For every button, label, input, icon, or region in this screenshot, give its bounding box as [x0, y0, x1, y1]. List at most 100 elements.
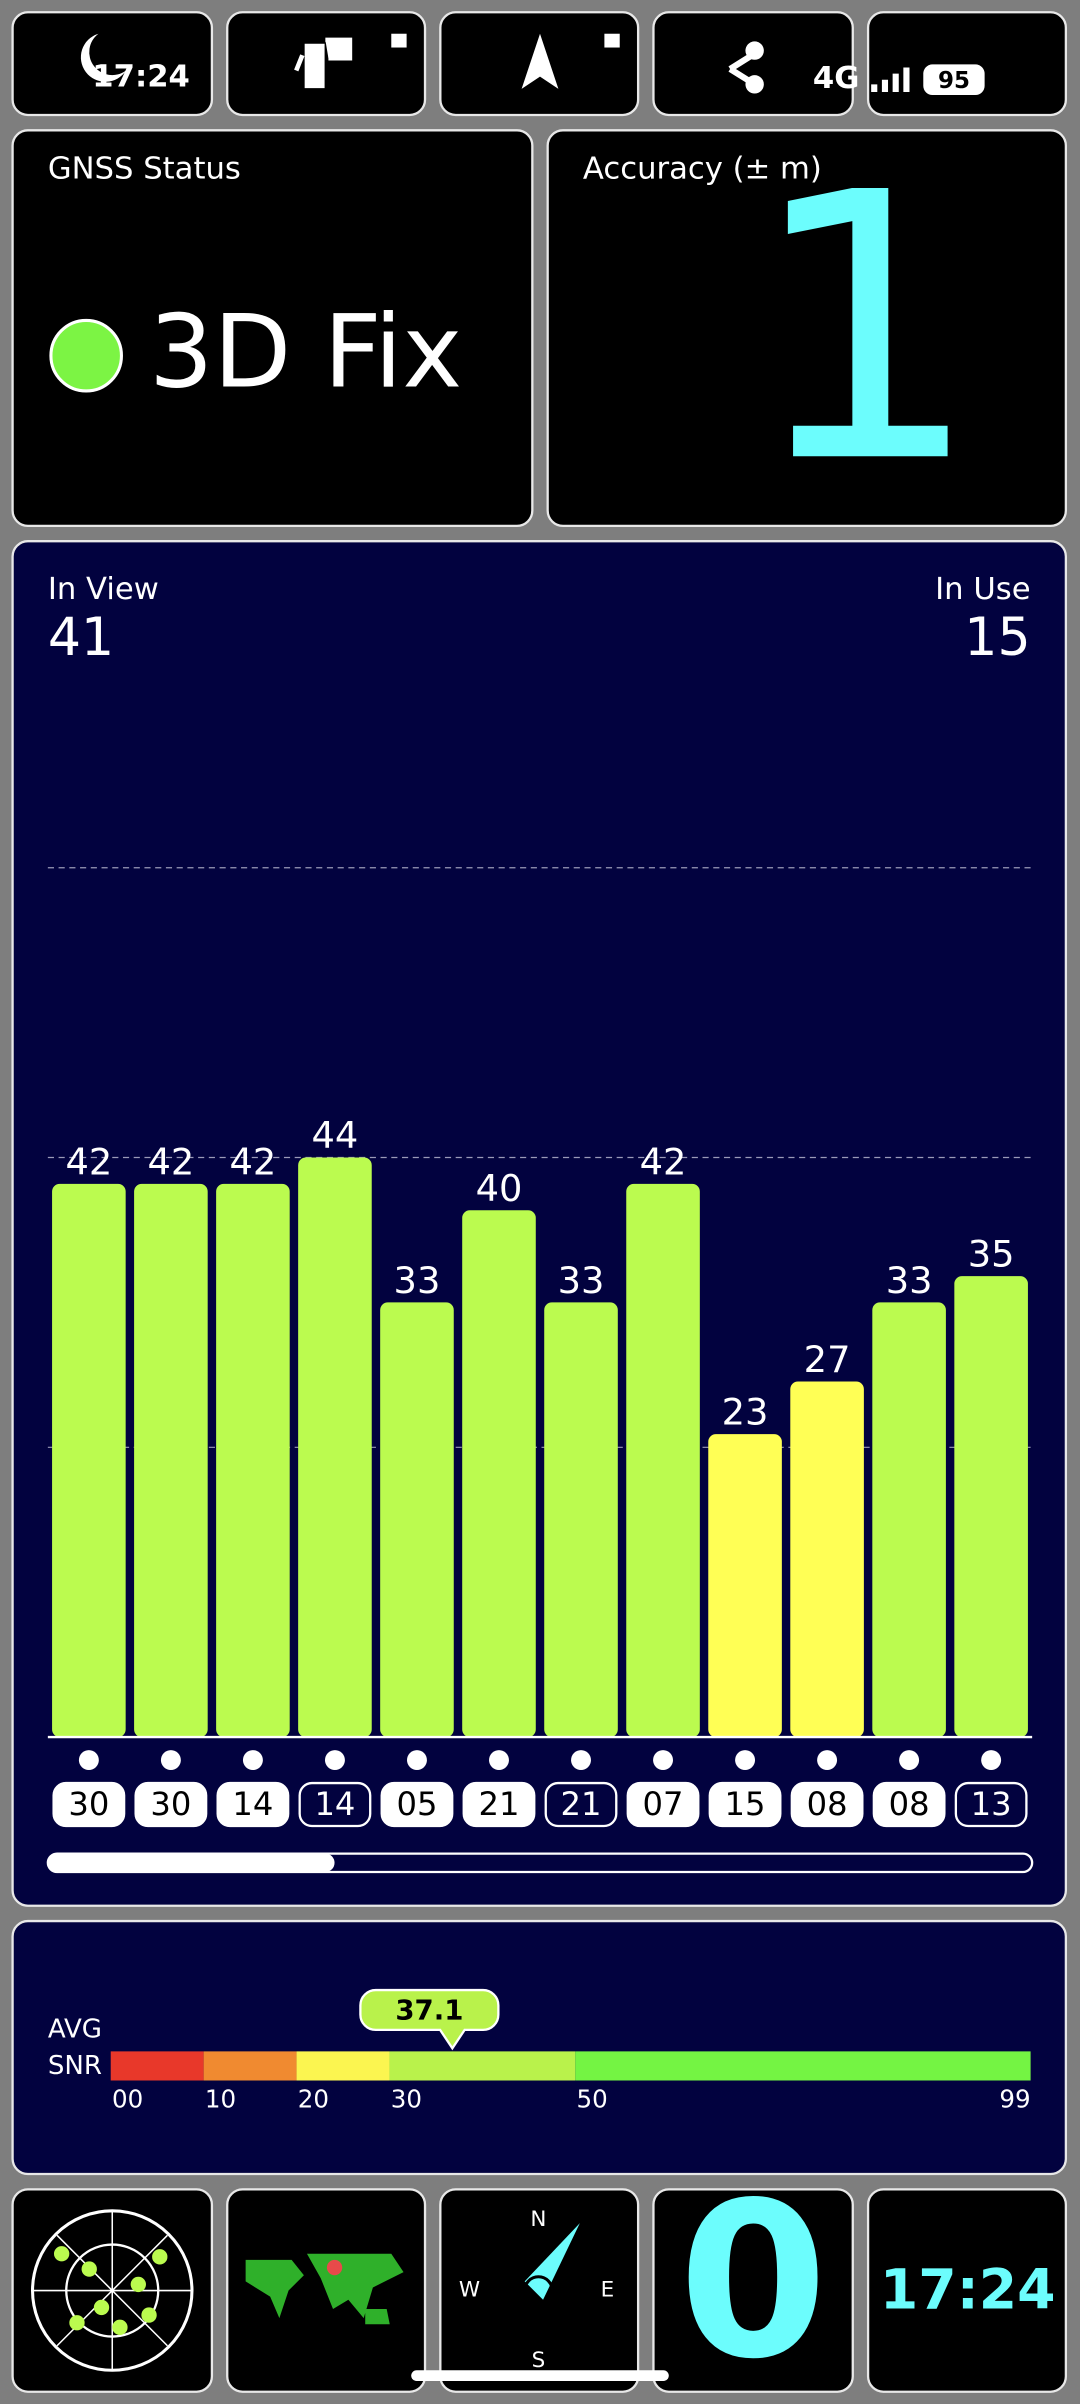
- tile[interactable]: [866, 11, 1068, 117]
- prn-label: 05: [396, 1785, 437, 1823]
- sat-dot: [653, 1750, 674, 1771]
- snr-tick-label: 10: [205, 2084, 236, 2113]
- prn-label: 07: [643, 1785, 684, 1823]
- snr-segment: [575, 2051, 1031, 2081]
- snr-segment: [296, 2051, 390, 2081]
- bar: [134, 1183, 208, 1738]
- bar-value-label: 35: [968, 1233, 1015, 1276]
- fix-indicator: [49, 318, 123, 393]
- bar: [216, 1183, 290, 1738]
- bar: [872, 1302, 946, 1738]
- prn-label: 15: [725, 1785, 766, 1823]
- sat-dot: [406, 1750, 427, 1771]
- prn-label: 14: [314, 1785, 355, 1823]
- sat-dot: [324, 1750, 345, 1771]
- bar: [380, 1302, 454, 1738]
- snr-tick-label: 99: [999, 2084, 1030, 2113]
- snr-scale: 00 10 20 30 50 99 37.1: [110, 1988, 1031, 2113]
- in-use-value: 15: [964, 608, 1030, 668]
- clock-tile[interactable]: [866, 2188, 1068, 2393]
- prn-box: [52, 1781, 126, 1828]
- compass-needle: [524, 2223, 580, 2300]
- clock: 17:24: [880, 2259, 1056, 2323]
- tile[interactable]: [226, 11, 427, 117]
- chart: 42 30 42 30 42 14 44 14 33 05 40 21 33 21 42 07 23 15 27 08…: [47, 867, 1033, 1828]
- moon-icon: [80, 33, 127, 82]
- bar: [626, 1183, 700, 1738]
- prn-box: [380, 1781, 454, 1828]
- prn-label: 08: [889, 1785, 930, 1823]
- bar-value-label: 40: [476, 1167, 523, 1210]
- prn-label: 21: [479, 1785, 520, 1823]
- tile[interactable]: [652, 11, 854, 117]
- bar-value-label: 33: [886, 1259, 933, 1302]
- share-dot: [745, 75, 764, 94]
- snr-label: SNR: [48, 2051, 102, 2081]
- bar-value-label: 42: [230, 1140, 277, 1183]
- snr-tick-label: 00: [112, 2084, 143, 2113]
- big-value: 0: [678, 2156, 827, 2404]
- bar-value-label: 27: [804, 1338, 851, 1381]
- prn-box: [954, 1781, 1028, 1828]
- bar: [462, 1210, 536, 1738]
- sky-grid: [32, 2210, 192, 2371]
- accuracy-tile[interactable]: [546, 129, 1068, 528]
- top-tiles: 17:24 4G 95: [11, 11, 1068, 117]
- nav-icon: [521, 33, 559, 89]
- scroll-thumb[interactable]: [47, 1853, 335, 1872]
- accuracy-label: Accuracy (± m): [583, 152, 822, 187]
- gnss-tile[interactable]: [11, 129, 534, 528]
- sat-dot: [489, 1750, 509, 1771]
- snr-segment: [203, 2051, 297, 2081]
- prn-label: 08: [807, 1785, 848, 1823]
- in-view-value: 41: [48, 608, 114, 668]
- sat-dot: [571, 1750, 591, 1771]
- bar-value-label: 23: [722, 1391, 769, 1434]
- prn-box: [298, 1781, 372, 1828]
- snr-label: AVG: [48, 2014, 102, 2044]
- accuracy-value: 1: [747, 114, 981, 543]
- gnss-value: 3D Fix: [149, 293, 462, 411]
- snr-segment: [110, 2051, 204, 2081]
- battery-icon: [923, 64, 985, 96]
- bar-value-label: 42: [65, 1140, 112, 1183]
- gnss-label: GNSS Status: [48, 152, 241, 187]
- sat-dot: [242, 1750, 263, 1771]
- share-dot: [745, 41, 764, 60]
- prn-box: [790, 1781, 864, 1828]
- bottom-tiles: N E S W 0 17:24: [11, 2156, 1068, 2404]
- snr-panel: [11, 1919, 1068, 2176]
- tile[interactable]: [11, 11, 214, 117]
- bar-value-label: 44: [312, 1114, 359, 1157]
- signal-icon: [871, 67, 910, 92]
- bar: [52, 1183, 126, 1738]
- bar: [544, 1302, 618, 1738]
- bar: [954, 1276, 1028, 1738]
- bar: [790, 1381, 864, 1738]
- lock-icon: [391, 33, 407, 48]
- bar-value-label: 33: [558, 1259, 605, 1302]
- bar-value-label: 42: [147, 1140, 194, 1183]
- prn-label: 21: [561, 1785, 602, 1823]
- snr-segment: [389, 2051, 576, 2081]
- in-view-label: In View: [48, 572, 159, 607]
- hiker-icon: [294, 37, 353, 89]
- prn-box: [872, 1781, 946, 1828]
- snr-tick-label: 50: [577, 2084, 608, 2113]
- prn-label: 13: [971, 1785, 1012, 1823]
- network-label: 4G: [813, 61, 860, 96]
- bar: [708, 1434, 782, 1738]
- battery-level: 95: [938, 68, 970, 94]
- world-map: [245, 2253, 404, 2325]
- prn-label: 30: [68, 1785, 109, 1823]
- value-tile[interactable]: [652, 2188, 854, 2393]
- compass-e: E: [601, 2278, 615, 2303]
- sat-dot: [899, 1750, 920, 1771]
- in-use-label: In Use: [935, 572, 1031, 607]
- bar-value-label: 33: [394, 1259, 441, 1302]
- prn-box: [708, 1781, 782, 1828]
- compass-s: S: [532, 2348, 546, 2373]
- home-indicator[interactable]: [411, 2370, 669, 2382]
- compass-hub: [523, 2275, 554, 2306]
- prn-label: 14: [232, 1785, 273, 1823]
